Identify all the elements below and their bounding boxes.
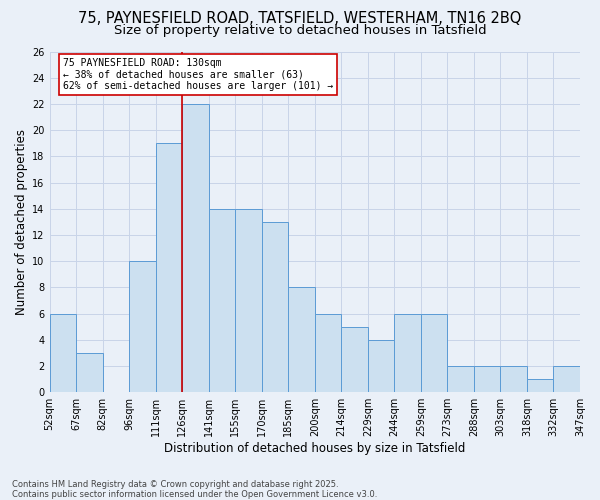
Bar bbox=[341, 326, 368, 392]
Bar bbox=[209, 209, 235, 392]
Bar bbox=[421, 314, 448, 392]
Bar bbox=[527, 379, 553, 392]
Bar bbox=[315, 314, 341, 392]
Text: Contains HM Land Registry data © Crown copyright and database right 2025.
Contai: Contains HM Land Registry data © Crown c… bbox=[12, 480, 377, 499]
Bar bbox=[288, 288, 315, 392]
Bar bbox=[76, 353, 103, 392]
Bar bbox=[182, 104, 209, 392]
Bar bbox=[474, 366, 500, 392]
Text: 75 PAYNESFIELD ROAD: 130sqm
← 38% of detached houses are smaller (63)
62% of sem: 75 PAYNESFIELD ROAD: 130sqm ← 38% of det… bbox=[63, 58, 333, 92]
Bar bbox=[129, 261, 155, 392]
Bar bbox=[155, 143, 182, 392]
Bar bbox=[394, 314, 421, 392]
Bar bbox=[262, 222, 288, 392]
Y-axis label: Number of detached properties: Number of detached properties bbox=[15, 129, 28, 315]
Bar bbox=[448, 366, 474, 392]
X-axis label: Distribution of detached houses by size in Tatsfield: Distribution of detached houses by size … bbox=[164, 442, 466, 455]
Text: 75, PAYNESFIELD ROAD, TATSFIELD, WESTERHAM, TN16 2BQ: 75, PAYNESFIELD ROAD, TATSFIELD, WESTERH… bbox=[79, 11, 521, 26]
Text: Size of property relative to detached houses in Tatsfield: Size of property relative to detached ho… bbox=[113, 24, 487, 37]
Bar bbox=[368, 340, 394, 392]
Bar bbox=[235, 209, 262, 392]
Bar bbox=[50, 314, 76, 392]
Bar bbox=[553, 366, 580, 392]
Bar bbox=[500, 366, 527, 392]
